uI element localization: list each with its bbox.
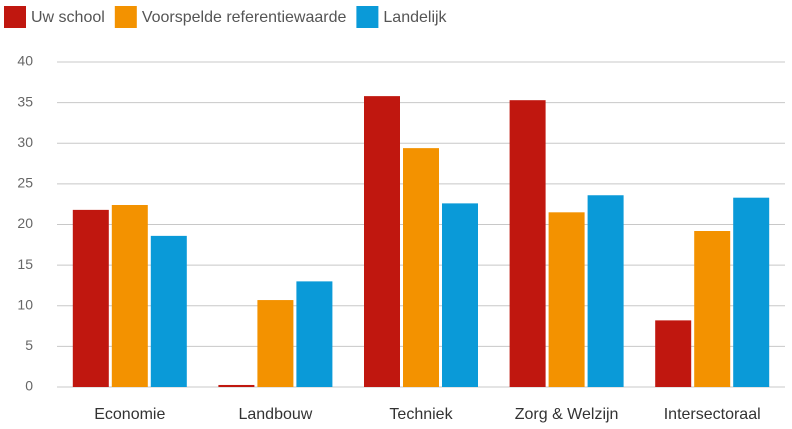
bar	[364, 96, 400, 387]
y-tick-label: 40	[17, 53, 33, 69]
legend-label: Uw school	[31, 9, 105, 26]
y-tick-label: 0	[25, 378, 33, 394]
bar	[587, 195, 624, 387]
bar	[72, 209, 109, 387]
legend-swatch	[356, 6, 379, 28]
bar	[548, 212, 585, 387]
y-tick-label: 35	[17, 93, 33, 109]
y-tick-label: 25	[17, 175, 33, 191]
x-tick-label: Techniek	[389, 406, 453, 423]
bar	[442, 203, 478, 387]
bar	[509, 100, 546, 387]
bar	[733, 197, 770, 387]
legend-label: Landelijk	[383, 9, 447, 26]
bar	[694, 231, 731, 387]
bar	[218, 384, 255, 387]
y-tick-label: 15	[17, 256, 33, 272]
y-tick-label: 5	[25, 337, 33, 353]
bar	[257, 300, 294, 387]
y-tick-label: 10	[17, 296, 33, 312]
x-tick-label: Intersectoraal	[664, 406, 761, 423]
bar	[111, 205, 148, 387]
y-tick-label: 20	[17, 215, 33, 231]
bar	[150, 235, 187, 387]
y-tick-label: 30	[17, 134, 33, 150]
bar	[403, 148, 439, 387]
legend-swatch	[4, 6, 26, 28]
x-tick-label: Zorg & Welzijn	[515, 406, 619, 423]
legend-swatch	[114, 6, 137, 28]
x-tick-label: Economie	[94, 406, 165, 423]
bar	[296, 281, 333, 387]
x-tick-label: Landbouw	[238, 406, 312, 423]
bar	[655, 320, 692, 387]
legend-label: Voorspelde referentiewaarde	[142, 9, 347, 26]
